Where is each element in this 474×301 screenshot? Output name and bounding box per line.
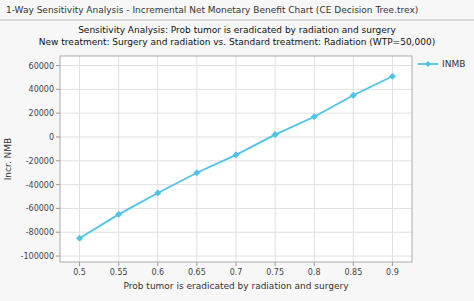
marker — [77, 235, 83, 241]
tick — [275, 262, 276, 266]
tick-label: 0.6 — [151, 268, 164, 277]
tick — [56, 136, 60, 137]
marker — [311, 114, 317, 120]
legend-marker — [425, 61, 431, 67]
tick-label: 0.65 — [188, 268, 206, 277]
tick — [56, 65, 60, 66]
tick-label: -80000 — [26, 228, 54, 237]
grid-line — [118, 56, 119, 262]
tick-label: -60000 — [26, 204, 54, 213]
line — [80, 76, 393, 238]
tick-label: 0.75 — [266, 268, 284, 277]
plot-background — [60, 56, 412, 262]
tick-label: -40000 — [26, 181, 54, 190]
grid-line — [79, 56, 80, 262]
grid-line — [157, 56, 158, 262]
grid-line — [392, 56, 393, 262]
tick — [392, 262, 393, 266]
marker — [350, 92, 356, 98]
tick — [56, 89, 60, 90]
chart: 1-Way Sensitivity Analysis - Incremental… — [0, 0, 474, 301]
tick-label: 0.55 — [110, 268, 128, 277]
title-bar: 1-Way Sensitivity Analysis - Incremental… — [6, 5, 418, 15]
tick-label: 40000 — [29, 85, 54, 94]
y-axis-label: Incr. NMB — [3, 138, 13, 181]
tick — [196, 262, 197, 266]
marker — [272, 132, 278, 138]
data — [77, 73, 396, 241]
tick — [56, 256, 60, 257]
tick — [236, 262, 237, 266]
plot-frame — [60, 56, 412, 262]
tick — [314, 262, 315, 266]
tick — [56, 232, 60, 233]
grid-line — [314, 56, 315, 262]
title: Sensitivity Analysis: Prob tumor is erad… — [78, 25, 396, 35]
marker — [194, 170, 200, 176]
tick — [56, 184, 60, 185]
tick-label: 0.5 — [73, 268, 86, 277]
tick-label: 0.9 — [386, 268, 399, 277]
separator — [0, 20, 474, 21]
subtitle: New treatment: Surgery and radiation vs.… — [39, 37, 435, 47]
tick — [353, 262, 354, 266]
tick-label: 60000 — [29, 62, 54, 71]
x-axis-label: Prob tumor is eradicated by radiation an… — [124, 281, 350, 291]
tick — [56, 113, 60, 114]
tick-label: -100000 — [21, 252, 54, 261]
grid-line — [236, 56, 237, 262]
marker — [155, 190, 161, 196]
tick — [118, 262, 119, 266]
legend-label: INMB — [442, 59, 465, 69]
grid-line — [353, 56, 354, 262]
marker — [389, 73, 395, 79]
marker — [233, 152, 239, 158]
grid — [60, 56, 412, 262]
tick-label: 0 — [49, 133, 54, 142]
tick-label: 0.8 — [308, 268, 321, 277]
grid-line — [196, 56, 197, 262]
tick — [157, 262, 158, 266]
grid-line — [275, 56, 276, 262]
tick-label: 0.85 — [344, 268, 362, 277]
tick-label: 20000 — [29, 109, 54, 118]
tick-label: -20000 — [26, 157, 54, 166]
tick — [56, 160, 60, 161]
legend: INMB — [418, 59, 465, 69]
tick — [56, 208, 60, 209]
tick-label: 0.7 — [230, 268, 243, 277]
tick — [79, 262, 80, 266]
marker — [116, 211, 122, 217]
